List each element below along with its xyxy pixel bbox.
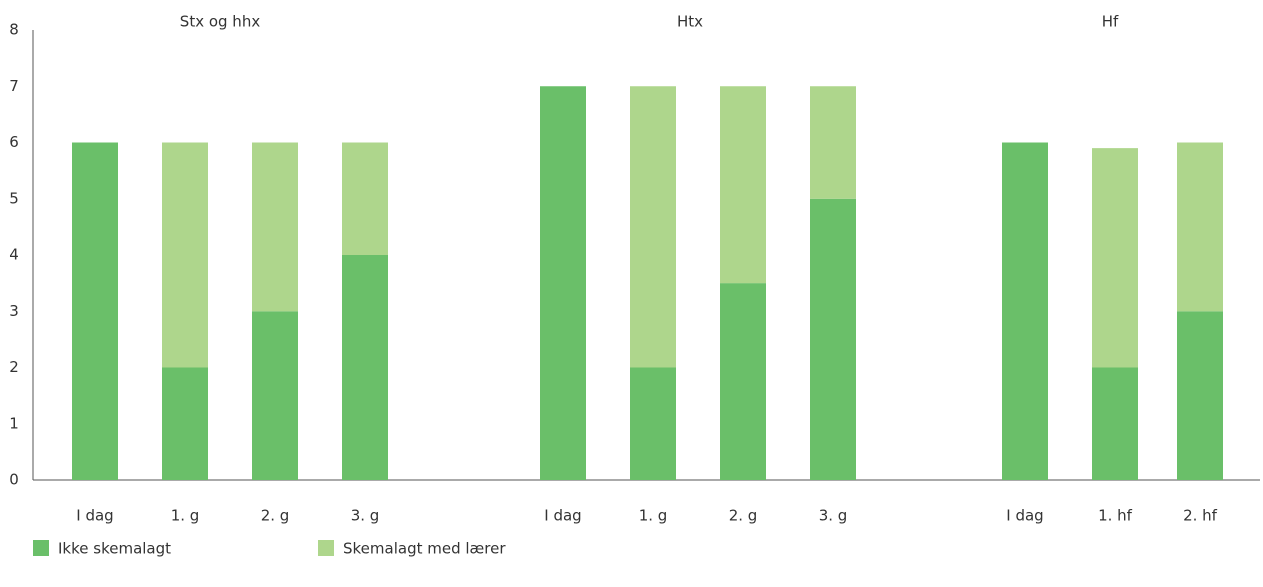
- bar-segment: [1177, 311, 1223, 480]
- group-label: Stx og hhx: [180, 13, 261, 31]
- x-tick-label: 2. g: [261, 507, 290, 525]
- bar-segment: [630, 86, 676, 368]
- x-tick-label: 2. hf: [1183, 507, 1218, 525]
- x-tick-label: I dag: [76, 507, 113, 525]
- x-tick-label: 3. g: [351, 507, 380, 525]
- x-tick-label: 1. g: [639, 507, 668, 525]
- bar-segment: [72, 142, 118, 480]
- bar-segment: [1092, 367, 1138, 480]
- bar-segment: [720, 86, 766, 284]
- bar-segment: [630, 367, 676, 480]
- y-tick-label: 8: [9, 21, 19, 39]
- x-tick-label: I dag: [544, 507, 581, 525]
- y-tick-label: 5: [9, 189, 19, 207]
- bar-segment: [810, 86, 856, 199]
- bar-segment: [252, 142, 298, 312]
- x-tick-label: 2. g: [729, 507, 758, 525]
- legend-label: Skemalagt med lærer: [343, 540, 506, 558]
- x-tick-label: 1. hf: [1098, 507, 1133, 525]
- x-tick-label: I dag: [1006, 507, 1043, 525]
- legend-swatch: [33, 540, 49, 556]
- bar-segment: [1177, 142, 1223, 312]
- bar-segment: [1092, 148, 1138, 368]
- y-tick-label: 0: [9, 471, 19, 489]
- bar-segment: [342, 255, 388, 480]
- y-tick-label: 7: [9, 77, 19, 95]
- y-tick-label: 1: [9, 414, 19, 432]
- bar-segment: [810, 198, 856, 480]
- bar-segment: [540, 86, 586, 480]
- legend-swatch: [318, 540, 334, 556]
- bar-segment: [162, 367, 208, 480]
- legend-label: Ikke skemalagt: [58, 540, 171, 558]
- y-tick-label: 2: [9, 358, 19, 376]
- bar-segment: [342, 142, 388, 255]
- y-tick-label: 6: [9, 133, 19, 151]
- y-tick-label: 4: [9, 246, 19, 264]
- bar-segment: [720, 283, 766, 480]
- group-label: Htx: [677, 13, 703, 31]
- bar-segment: [252, 311, 298, 480]
- group-label: Hf: [1102, 13, 1119, 31]
- bar-segment: [1002, 142, 1048, 480]
- x-tick-label: 1. g: [171, 507, 200, 525]
- y-tick-label: 3: [9, 302, 19, 320]
- x-tick-label: 3. g: [819, 507, 848, 525]
- bar-segment: [162, 142, 208, 368]
